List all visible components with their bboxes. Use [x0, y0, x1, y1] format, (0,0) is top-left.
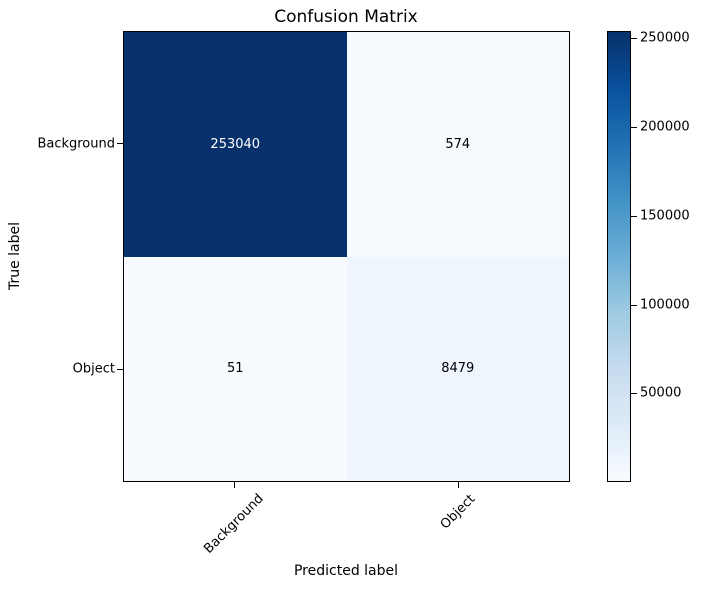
colorbar-tick-label: 150000 [640, 208, 690, 224]
chart-title: Confusion Matrix [274, 7, 418, 27]
y-tick-mark [117, 143, 123, 144]
colorbar-tick-label: 100000 [640, 297, 690, 313]
x-axis-label: Predicted label [293, 563, 399, 579]
matrix-cell-bg-obj: 574 [346, 32, 569, 257]
colorbar-tick-mark [631, 216, 637, 217]
colorbar-tick-mark [631, 127, 637, 128]
colorbar [607, 31, 631, 482]
matrix-cell-bg-bg: 253040 [124, 32, 347, 257]
x-tick-mark [458, 482, 459, 488]
heatmap-plot-area: 253040 574 51 8479 [123, 31, 570, 482]
y-tick-label-object: Object [72, 361, 115, 377]
x-tick-label-object: Object [437, 491, 479, 533]
matrix-cell-obj-obj: 8479 [346, 256, 569, 481]
colorbar-tick-mark [631, 305, 637, 306]
cell-value: 253040 [210, 136, 261, 152]
cell-value: 574 [445, 136, 471, 152]
x-tick-label-background: Background [201, 491, 267, 557]
cell-value: 8479 [441, 361, 475, 377]
matrix-cell-obj-bg: 51 [124, 256, 347, 481]
y-axis-label: True label [7, 221, 23, 291]
cell-value: 51 [226, 361, 244, 377]
y-tick-mark [117, 369, 123, 370]
colorbar-tick-label: 200000 [640, 119, 690, 135]
colorbar-tick-mark [631, 393, 637, 394]
colorbar-tick-mark [631, 38, 637, 39]
x-tick-mark [234, 482, 235, 488]
colorbar-tick-label: 250000 [640, 30, 690, 46]
y-tick-label-background: Background [37, 136, 115, 152]
colorbar-tick-label: 50000 [640, 385, 682, 401]
